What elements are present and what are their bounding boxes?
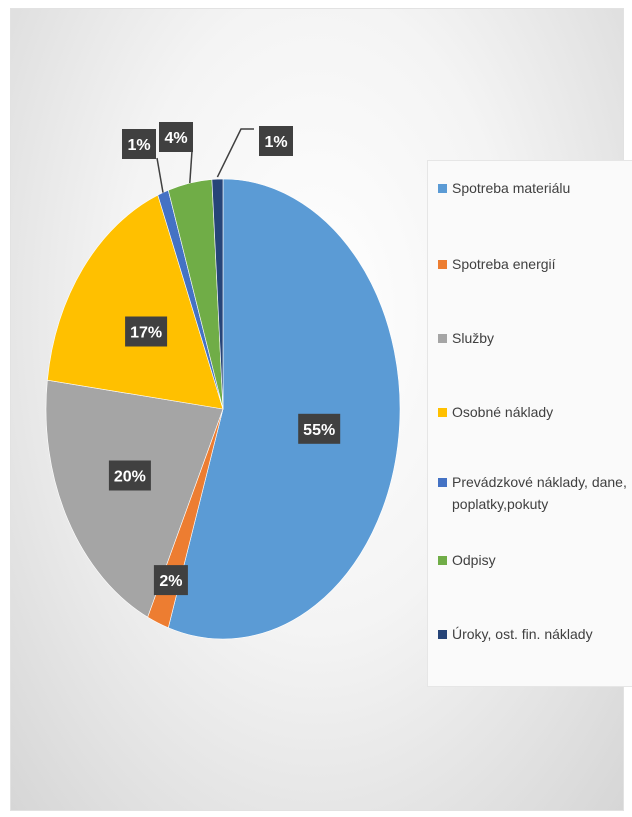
pie-slices <box>45 178 401 640</box>
data-label-box <box>125 316 168 347</box>
data-labels: 55% 2% 20% 17% 1% 4% 1% <box>108 122 341 596</box>
legend: Spotreba materiálu Spotreba energií Služ… <box>427 160 632 687</box>
legend-label: Osobné náklady <box>452 404 554 420</box>
legend-swatch <box>438 184 447 193</box>
data-label: 2% <box>159 573 182 590</box>
pie-slice <box>47 194 224 410</box>
legend-item: Úroky, ost. fin. náklady <box>438 623 632 645</box>
leader-line <box>189 150 193 184</box>
legend-swatch <box>438 556 447 565</box>
legend-item: Osobné náklady <box>438 401 632 423</box>
legend-label: Služby <box>452 330 495 346</box>
legend-label: Prevádzkové náklady, dane, poplatky,poku… <box>452 474 627 512</box>
data-label-box <box>159 122 193 152</box>
legend-item: Spotreba materiálu <box>438 177 632 199</box>
leader-line <box>156 157 164 193</box>
data-label: 20% <box>114 469 146 486</box>
data-label-box <box>108 460 151 491</box>
data-label-box <box>259 126 293 156</box>
pie-slice <box>45 379 224 618</box>
legend-label: Spotreba materiálu <box>452 180 571 196</box>
pie-slice <box>167 178 401 640</box>
chart-area: 55% 2% 20% 17% 1% 4% 1% Spotreba materiálu Spo… <box>10 8 632 811</box>
pie-chart: 55% 2% 20% 17% 1% 4% 1% <box>45 122 401 640</box>
data-label: 1% <box>264 134 287 151</box>
legend-item: Spotreba energií <box>438 253 632 275</box>
legend-item: Prevádzkové náklady, dane, poplatky,poku… <box>438 471 632 515</box>
legend-label: Úroky, ost. fin. náklady <box>452 626 593 642</box>
data-label-box <box>122 129 156 159</box>
data-label: 1% <box>127 137 150 154</box>
data-label-box <box>298 413 341 444</box>
legend-swatch <box>438 478 447 487</box>
legend-swatch <box>438 260 447 269</box>
legend-swatch <box>438 334 447 343</box>
leader-line <box>216 128 254 178</box>
data-label: 4% <box>164 130 187 147</box>
data-label: 17% <box>130 325 162 342</box>
data-label-box <box>153 565 188 596</box>
legend-swatch <box>438 630 447 639</box>
legend-swatch <box>438 408 447 417</box>
pie-slice <box>211 178 224 410</box>
leader-lines <box>156 128 254 193</box>
legend-item: Služby <box>438 327 632 349</box>
legend-label: Spotreba energií <box>452 256 556 272</box>
legend-item: Odpisy <box>438 549 632 571</box>
data-label: 55% <box>303 422 335 439</box>
legend-label: Odpisy <box>452 552 496 568</box>
